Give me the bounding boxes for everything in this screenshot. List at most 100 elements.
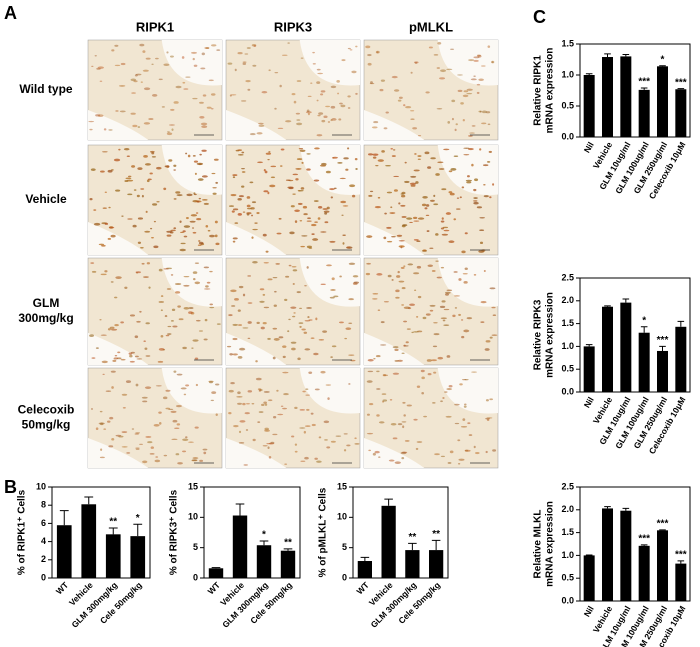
stained-cell bbox=[296, 291, 301, 294]
stained-cell bbox=[479, 110, 482, 113]
stained-cell bbox=[208, 381, 213, 384]
stained-cell bbox=[244, 53, 249, 55]
stained-cell bbox=[421, 203, 427, 207]
stained-cell bbox=[486, 417, 493, 419]
y-tick-label: 1.0 bbox=[561, 550, 574, 560]
stained-cell bbox=[348, 298, 355, 301]
stained-cell bbox=[183, 284, 190, 287]
stained-cell bbox=[228, 205, 235, 207]
stained-cell bbox=[131, 428, 135, 430]
stained-cell bbox=[349, 184, 356, 188]
stained-cell bbox=[171, 308, 176, 312]
stained-cell bbox=[145, 436, 152, 438]
error-bar bbox=[211, 567, 221, 569]
lumen bbox=[299, 40, 360, 86]
stained-cell bbox=[206, 106, 212, 109]
stained-cell bbox=[351, 194, 356, 198]
stained-cell bbox=[246, 47, 251, 49]
stained-cell bbox=[468, 59, 475, 62]
significance: * bbox=[661, 54, 665, 65]
lumen bbox=[226, 110, 287, 140]
lumen bbox=[437, 368, 498, 414]
lumen bbox=[88, 110, 149, 140]
stained-cell bbox=[135, 73, 142, 76]
stained-cell bbox=[401, 287, 406, 290]
stained-cell bbox=[294, 209, 300, 212]
stained-cell bbox=[434, 453, 440, 456]
stained-cell bbox=[192, 231, 197, 234]
y-tick-label: 0 bbox=[193, 572, 198, 582]
stained-cell bbox=[185, 436, 188, 439]
stained-cell bbox=[237, 391, 241, 395]
stained-cell bbox=[337, 92, 340, 95]
y-tick-label: 5 bbox=[342, 542, 347, 552]
stained-cell bbox=[441, 233, 449, 236]
stained-cell bbox=[387, 240, 393, 243]
stained-cell bbox=[478, 250, 485, 253]
stained-cell bbox=[241, 167, 245, 170]
error-bar bbox=[659, 65, 666, 67]
stained-cell bbox=[313, 179, 320, 182]
stained-cell bbox=[188, 441, 194, 443]
stained-cell bbox=[464, 232, 468, 235]
stained-cell bbox=[93, 222, 101, 226]
stained-cell bbox=[341, 59, 346, 62]
stained-cell bbox=[365, 45, 371, 49]
y-axis-label: % of RIPK1⁺ Cells bbox=[17, 489, 28, 575]
stained-cell bbox=[193, 64, 198, 67]
y-tick-label: 1.5 bbox=[561, 38, 574, 48]
bar bbox=[657, 530, 668, 601]
stained-cell bbox=[136, 320, 141, 323]
stained-cell bbox=[306, 220, 312, 222]
panel-label: A bbox=[4, 3, 17, 23]
stained-cell bbox=[175, 85, 182, 89]
significance: *** bbox=[638, 77, 650, 88]
stained-cell bbox=[267, 446, 270, 450]
stained-cell bbox=[454, 422, 460, 425]
stained-cell bbox=[310, 412, 314, 415]
stained-cell bbox=[198, 197, 202, 200]
stained-cell bbox=[182, 81, 186, 84]
stained-cell bbox=[197, 178, 204, 181]
stained-cell bbox=[492, 449, 497, 452]
stained-cell bbox=[242, 61, 247, 63]
stained-cell bbox=[98, 243, 105, 246]
stained-cell bbox=[212, 192, 217, 195]
stained-cell bbox=[354, 437, 357, 440]
significance: ** bbox=[408, 532, 416, 543]
panel-label: C bbox=[533, 7, 546, 27]
stained-cell bbox=[101, 244, 106, 247]
stained-cell bbox=[215, 242, 220, 246]
stained-cell bbox=[376, 388, 381, 390]
stained-cell bbox=[395, 289, 400, 293]
error-bar bbox=[604, 305, 611, 307]
stained-cell bbox=[297, 357, 301, 361]
stained-cell bbox=[280, 148, 285, 151]
stained-cell bbox=[133, 80, 138, 83]
stained-cell bbox=[368, 194, 373, 197]
stained-cell bbox=[448, 191, 453, 194]
stained-cell bbox=[424, 151, 430, 155]
stained-cell bbox=[480, 321, 485, 323]
stained-cell bbox=[376, 51, 379, 54]
stained-cell bbox=[325, 384, 332, 386]
stained-cell bbox=[234, 68, 237, 72]
stained-cell bbox=[296, 158, 303, 161]
stained-cell bbox=[450, 48, 455, 50]
stained-cell bbox=[91, 270, 97, 273]
stained-cell bbox=[402, 401, 406, 404]
stained-cell bbox=[382, 373, 387, 377]
stained-cell bbox=[268, 69, 271, 72]
y-axis-label: mRNA expression bbox=[545, 292, 556, 378]
x-tick-label: WT bbox=[206, 579, 223, 596]
stained-cell bbox=[448, 240, 455, 244]
stained-cell bbox=[346, 246, 351, 248]
stained-cell bbox=[489, 398, 494, 401]
stained-cell bbox=[457, 89, 463, 93]
stained-cell bbox=[479, 229, 485, 232]
stained-cell bbox=[173, 198, 177, 200]
plot-frame bbox=[51, 486, 151, 579]
stained-cell bbox=[485, 450, 488, 454]
stained-cell bbox=[367, 359, 374, 362]
stained-cell bbox=[168, 124, 175, 126]
